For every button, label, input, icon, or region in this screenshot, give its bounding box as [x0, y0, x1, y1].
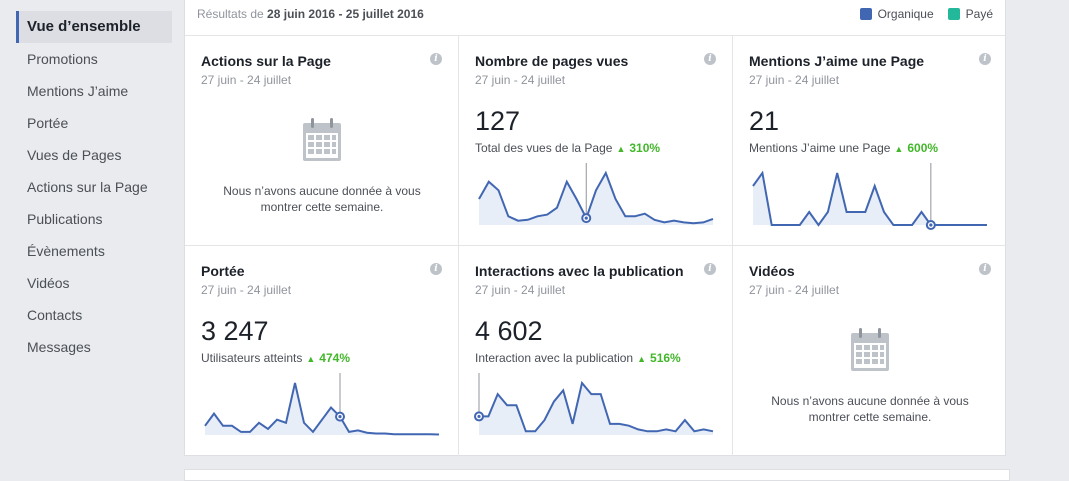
card-date: 27 juin - 24 juillet: [475, 73, 566, 87]
card-page-likes[interactable]: Mentions J’aime une Page 27 juin - 24 ju…: [733, 36, 1007, 246]
sparkline-chart[interactable]: [459, 371, 733, 456]
metric-label: Total des vues de la Page: [475, 141, 613, 155]
next-section-panel: [184, 469, 1010, 481]
metrics-grid: Actions sur la Page 27 juin - 24 juillet…: [185, 35, 1007, 456]
sparkline-area: [205, 383, 439, 435]
metric-caption: Interaction avec la publication ▲ 516%: [475, 351, 681, 365]
sparkline-line: [478, 170, 714, 225]
card-actions-page[interactable]: Actions sur la Page 27 juin - 24 juillet…: [185, 36, 459, 246]
card-title: Nombre de pages vues: [475, 53, 629, 69]
card-title: Interactions avec la publication: [475, 263, 684, 279]
metric-delta: 516%: [650, 351, 681, 365]
metric-caption: Mentions J’aime une Page ▲ 600%: [749, 141, 938, 155]
sidebar-item-vues-pages[interactable]: Vues de Pages: [27, 147, 122, 163]
organic-swatch: [859, 8, 872, 20]
sparkline-line: [204, 382, 440, 436]
card-videos[interactable]: Vidéos 27 juin - 24 juillet i Nous n’avo…: [733, 246, 1007, 456]
card-post-engagement[interactable]: Interactions avec la publication 27 juin…: [459, 246, 733, 456]
card-title: Mentions J’aime une Page: [749, 53, 925, 69]
sidebar-item-videos[interactable]: Vidéos: [27, 275, 70, 291]
sidebar-item-evenements[interactable]: Évènements: [27, 243, 105, 259]
metric-value: 127: [475, 106, 521, 136]
card-page-views[interactable]: Nombre de pages vues 27 juin - 24 juille…: [459, 36, 733, 246]
up-triangle-icon: ▲: [894, 144, 904, 154]
sparkline-marker-dot: [477, 414, 481, 419]
metric-delta: 474%: [319, 351, 350, 365]
date-to: 25 juillet 2016: [345, 7, 424, 21]
metric-value: 4 602: [475, 316, 543, 346]
empty-state-text: Nous n’avons aucune donnée à vous montre…: [753, 393, 987, 425]
card-date: 27 juin - 24 juillet: [749, 283, 840, 297]
legend: Organique Payé: [859, 7, 993, 21]
sidebar-item-promotions[interactable]: Promotions: [27, 51, 98, 67]
card-date: 27 juin - 24 juillet: [475, 283, 566, 297]
legend-organic-label: Organique: [877, 7, 934, 21]
info-icon[interactable]: i: [430, 53, 442, 65]
legend-paid: Payé: [947, 7, 993, 21]
date-from: 28 juin 2016: [267, 7, 336, 21]
sidebar-item-actions-page[interactable]: Actions sur la Page: [27, 179, 148, 195]
sparkline-line: [752, 170, 987, 227]
info-icon[interactable]: i: [704, 263, 716, 275]
metric-value: 21: [749, 106, 780, 136]
sidebar-item-messages[interactable]: Messages: [27, 339, 91, 355]
card-date: 27 juin - 24 juillet: [201, 283, 292, 297]
sparkline-area: [479, 173, 713, 225]
info-icon[interactable]: i: [979, 263, 991, 275]
calendar-icon: [851, 328, 889, 371]
sidebar-item-publications[interactable]: Publications: [27, 211, 103, 227]
calendar-icon: [303, 118, 341, 161]
card-title: Vidéos: [749, 263, 795, 279]
date-separator: -: [338, 7, 343, 21]
metric-label: Mentions J’aime une Page: [749, 141, 891, 155]
metric-caption: Utilisateurs atteints ▲ 474%: [201, 351, 350, 365]
sidebar-item-contacts[interactable]: Contacts: [27, 307, 83, 323]
sparkline-chart[interactable]: [733, 161, 1007, 246]
paid-swatch: [947, 8, 960, 20]
sidebar-item-vue-ensemble[interactable]: Vue d’ensemble: [16, 11, 172, 43]
sparkline-area: [479, 383, 713, 435]
metric-label: Interaction avec la publication: [475, 351, 634, 365]
up-triangle-icon: ▲: [637, 354, 647, 364]
up-triangle-icon: ▲: [306, 354, 316, 364]
sparkline-marker-dot: [584, 216, 588, 220]
info-icon[interactable]: i: [704, 53, 716, 65]
sidebar-item-portee[interactable]: Portée: [27, 115, 69, 131]
card-title: Portée: [201, 263, 245, 279]
results-prefix: Résultats de: [197, 7, 264, 21]
empty-state-text: Nous n’avons aucune donnée à vous montre…: [205, 183, 439, 215]
card-date: 27 juin - 24 juillet: [749, 73, 840, 87]
empty-text-line-2: montrer cette semaine.: [260, 200, 384, 214]
sidebar-item-mentions-jaime[interactable]: Mentions J’aime: [27, 83, 129, 99]
metric-caption: Total des vues de la Page ▲ 310%: [475, 141, 660, 155]
sparkline-line: [479, 380, 714, 433]
sparkline-chart[interactable]: [459, 161, 733, 246]
metric-delta: 600%: [907, 141, 939, 155]
legend-paid-label: Payé: [965, 7, 993, 21]
metric-delta: 310%: [629, 141, 661, 155]
empty-text-line-2: montrer cette semaine.: [808, 410, 932, 424]
card-title: Actions sur la Page: [201, 53, 331, 69]
sparkline-marker-dot: [929, 223, 933, 227]
up-triangle-icon: ▲: [616, 144, 626, 154]
info-icon[interactable]: i: [979, 53, 991, 65]
card-date: 27 juin - 24 juillet: [201, 73, 292, 87]
sparkline-chart[interactable]: [185, 371, 459, 456]
legend-organic: Organique: [859, 7, 934, 21]
sparkline-marker-dot: [338, 415, 342, 419]
card-reach[interactable]: Portée 27 juin - 24 juillet i 3 247 Util…: [185, 246, 459, 456]
date-range-summary: Résultats de 28 juin 2016 - 25 juillet 2…: [197, 7, 424, 21]
overview-panel: Résultats de 28 juin 2016 - 25 juillet 2…: [184, 0, 1007, 456]
metric-label: Utilisateurs atteints: [201, 351, 303, 365]
empty-text-line-1: Nous n’avons aucune donnée à vous: [223, 184, 421, 198]
empty-text-line-1: Nous n’avons aucune donnée à vous: [771, 394, 969, 408]
metric-value: 3 247: [201, 316, 269, 346]
info-icon[interactable]: i: [430, 263, 442, 275]
